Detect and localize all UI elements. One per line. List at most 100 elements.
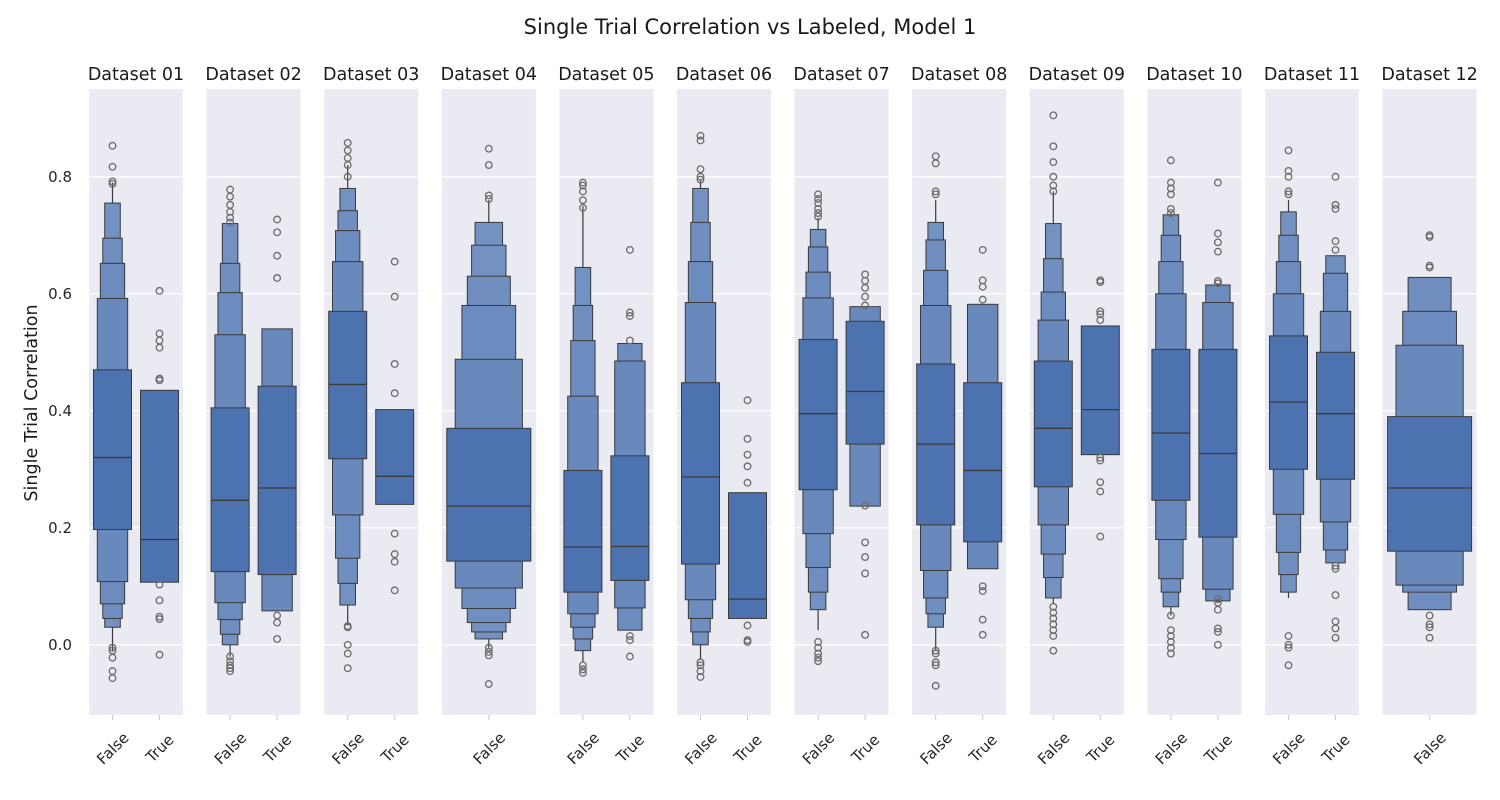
outlier-point xyxy=(343,161,352,170)
outlier-point xyxy=(1049,646,1058,655)
outlier-point xyxy=(696,658,705,667)
y-tick-label: 0.8 xyxy=(48,168,72,186)
outlier-point xyxy=(1284,187,1293,196)
outlier-point xyxy=(696,136,705,145)
outlier-point xyxy=(743,396,752,405)
outlier-point xyxy=(1331,237,1340,246)
x-tick-label: False xyxy=(328,729,367,768)
outlier-point xyxy=(1331,564,1340,573)
panel: Dataset 08 False True xyxy=(911,65,1007,768)
outlier-point xyxy=(931,187,940,196)
outlier-point xyxy=(861,538,870,547)
outlier-point xyxy=(978,615,987,624)
outlier-point xyxy=(1096,456,1105,465)
outlier-point xyxy=(1213,605,1222,614)
panel-title: Dataset 06 xyxy=(676,65,772,85)
outlier-point xyxy=(814,643,823,652)
outlier-point xyxy=(578,181,587,190)
box-iqr xyxy=(1198,348,1238,538)
outlier-point xyxy=(390,360,399,368)
outlier-point xyxy=(155,596,164,605)
panel-title: Dataset 04 xyxy=(441,65,537,85)
outlier-point xyxy=(578,665,587,674)
outlier-point xyxy=(625,652,634,661)
outlier-point xyxy=(1331,245,1340,254)
outlier-point xyxy=(743,621,752,630)
outlier-point xyxy=(484,643,493,652)
outlier-point xyxy=(273,251,282,260)
outlier-point xyxy=(226,664,235,673)
x-tick-label: False xyxy=(564,729,603,768)
outlier-point xyxy=(1213,624,1222,633)
outlier-point xyxy=(1096,278,1105,287)
outlier-point xyxy=(696,131,705,140)
outlier-point xyxy=(1213,238,1222,247)
box-group: True xyxy=(610,245,650,767)
x-tick-label: True xyxy=(259,731,295,767)
box-iqr xyxy=(563,469,603,593)
outlier-point xyxy=(484,680,493,688)
x-tick-label: False xyxy=(470,729,509,768)
y-tick-label: 0.4 xyxy=(48,402,72,420)
outlier-point xyxy=(1213,595,1222,604)
outlier-point xyxy=(108,674,117,683)
outlier-point xyxy=(696,165,705,174)
panel-title: Dataset 02 xyxy=(205,65,301,85)
box-iqr xyxy=(375,409,415,505)
outlier-point xyxy=(343,640,352,649)
outlier-point xyxy=(108,643,117,652)
outlier-point xyxy=(978,587,987,595)
outlier-point xyxy=(814,204,823,213)
outlier-point xyxy=(1331,561,1340,570)
outlier-point xyxy=(625,245,634,254)
outlier-point xyxy=(696,175,705,184)
panel-title: Dataset 08 xyxy=(911,65,1007,85)
x-tick-label: True xyxy=(1082,731,1118,767)
outlier-point xyxy=(155,286,164,295)
outlier-point xyxy=(1049,111,1058,120)
outlier-point xyxy=(343,172,352,181)
outlier-point xyxy=(1284,166,1293,175)
outlier-point xyxy=(1166,156,1175,165)
outlier-point xyxy=(931,190,940,199)
x-tick-label: True xyxy=(1318,731,1354,767)
panel: Dataset 12 False xyxy=(1381,65,1477,768)
outlier-point xyxy=(978,582,987,591)
box-group: True xyxy=(1316,172,1355,767)
outlier-point xyxy=(484,144,493,153)
outlier-point xyxy=(1049,620,1058,629)
outlier-point xyxy=(931,649,940,658)
outlier-point xyxy=(578,187,587,196)
outlier-point xyxy=(1284,632,1293,640)
outlier-point xyxy=(1331,591,1340,600)
outlier-point xyxy=(108,179,117,188)
outlier-point xyxy=(1096,532,1105,541)
panel: Dataset 10 False True xyxy=(1146,65,1242,768)
outlier-point xyxy=(1425,620,1434,629)
outlier-point xyxy=(578,661,587,670)
outlier-point xyxy=(1425,233,1434,241)
box-iqr xyxy=(1080,325,1120,456)
outlier-point xyxy=(226,207,235,216)
y-tick-labels: 0.0 0.2 0.4 0.6 0.8 xyxy=(48,168,72,654)
panel: Dataset 01 False True xyxy=(88,65,184,768)
x-tick-label: False xyxy=(916,729,955,768)
outlier-point xyxy=(226,192,235,201)
outlier-point xyxy=(273,618,282,627)
panel-title: Dataset 03 xyxy=(323,65,419,85)
box-iqr xyxy=(963,382,1003,543)
outlier-point xyxy=(861,630,870,639)
outlier-point xyxy=(1166,178,1175,187)
outlier-point xyxy=(1213,178,1222,187)
outlier-point xyxy=(1425,633,1434,642)
outlier-point xyxy=(696,667,705,676)
x-tick-label: False xyxy=(1034,729,1073,768)
outlier-point xyxy=(861,501,870,510)
box-iqr xyxy=(210,407,250,573)
outlier-point xyxy=(1049,608,1058,617)
outlier-point xyxy=(931,646,940,655)
x-tick-label: False xyxy=(681,729,720,768)
box-iqr xyxy=(140,389,179,583)
outlier-point xyxy=(1049,158,1058,167)
